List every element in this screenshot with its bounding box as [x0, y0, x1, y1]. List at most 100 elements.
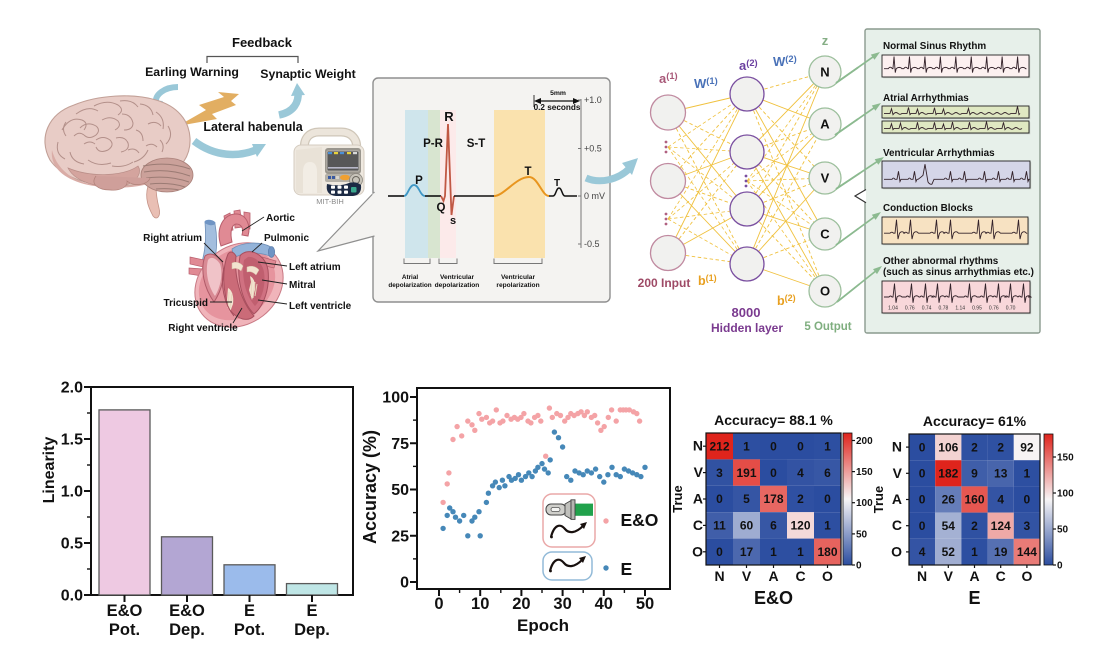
svg-text:Ventricular: Ventricular — [501, 274, 536, 281]
svg-text:0: 0 — [919, 493, 926, 507]
svg-text:Lateral habenula: Lateral habenula — [203, 120, 303, 134]
svg-text:0.5: 0.5 — [61, 536, 83, 553]
svg-text:150: 150 — [856, 467, 873, 478]
svg-text:0: 0 — [400, 575, 409, 592]
svg-text:1: 1 — [971, 545, 978, 559]
svg-text:1.04: 1.04 — [888, 306, 898, 312]
svg-text:Conduction Blocks: Conduction Blocks — [883, 203, 973, 214]
svg-text:S-T: S-T — [467, 138, 486, 150]
svg-text:C: C — [693, 517, 703, 533]
svg-text:O: O — [1021, 568, 1032, 584]
svg-text:1.14: 1.14 — [955, 306, 965, 312]
svg-text:N: N — [693, 438, 703, 454]
svg-text:T: T — [554, 178, 560, 189]
svg-text:Epoch: Epoch — [517, 616, 569, 635]
svg-text:40: 40 — [595, 595, 613, 613]
svg-text:0: 0 — [919, 440, 926, 454]
svg-text:Other abnormal rhythms: Other abnormal rhythms — [883, 256, 999, 267]
svg-text:0.76: 0.76 — [905, 306, 915, 312]
svg-text:V: V — [944, 568, 954, 584]
svg-text:O: O — [891, 543, 902, 559]
svg-text:0: 0 — [919, 467, 926, 481]
svg-text:0: 0 — [716, 545, 723, 559]
svg-text:A: A — [768, 568, 778, 584]
svg-text:P: P — [415, 175, 423, 187]
svg-text:1: 1 — [743, 439, 750, 453]
svg-text:10: 10 — [471, 595, 489, 613]
svg-text:C: C — [996, 568, 1006, 584]
svg-text:200 Input: 200 Input — [638, 276, 691, 290]
svg-text:Pot.: Pot. — [109, 621, 140, 639]
svg-text:144: 144 — [1017, 545, 1037, 559]
svg-text:W(1): W(1) — [694, 76, 718, 91]
svg-text:120: 120 — [790, 519, 810, 533]
svg-text:6: 6 — [770, 519, 777, 533]
svg-text:124: 124 — [991, 519, 1011, 533]
svg-text:N: N — [892, 439, 902, 455]
svg-text:N: N — [917, 568, 927, 584]
svg-text:160: 160 — [964, 493, 984, 507]
svg-text:100: 100 — [856, 498, 873, 509]
svg-text:3: 3 — [1024, 519, 1031, 533]
svg-text:-0.5: -0.5 — [584, 239, 600, 249]
svg-text:2: 2 — [971, 440, 978, 454]
svg-text:Mitral: Mitral — [289, 280, 316, 291]
svg-text:4: 4 — [997, 493, 1004, 507]
svg-text:0: 0 — [770, 439, 777, 453]
svg-text:9: 9 — [971, 467, 978, 481]
svg-text:2: 2 — [797, 492, 804, 506]
svg-text:1: 1 — [824, 519, 831, 533]
svg-text:s: s — [450, 215, 456, 227]
svg-text:0.76: 0.76 — [989, 306, 999, 312]
svg-text:E: E — [968, 588, 980, 608]
svg-text:1: 1 — [797, 545, 804, 559]
svg-text:0: 0 — [434, 595, 443, 613]
svg-text:20: 20 — [512, 595, 530, 613]
svg-text:0.70: 0.70 — [1006, 306, 1016, 312]
svg-text:V: V — [893, 465, 903, 481]
svg-text:V: V — [742, 568, 752, 584]
svg-text:Hidden layer: Hidden layer — [711, 321, 783, 335]
svg-text:0: 0 — [770, 466, 777, 480]
svg-text:0 mV: 0 mV — [584, 191, 605, 201]
svg-text:182: 182 — [938, 467, 958, 481]
svg-text:Accuracy (%): Accuracy (%) — [360, 430, 380, 544]
svg-text:E: E — [621, 559, 633, 579]
svg-text:O: O — [820, 284, 830, 299]
svg-text:212: 212 — [709, 439, 729, 453]
svg-text:E: E — [244, 602, 255, 620]
svg-text:A: A — [693, 491, 703, 507]
svg-text:Atrial Arrhythmias: Atrial Arrhythmias — [883, 93, 969, 104]
svg-text:Dep.: Dep. — [169, 621, 205, 639]
svg-text:50: 50 — [1057, 525, 1069, 536]
svg-text:Pot.: Pot. — [234, 621, 265, 639]
svg-text:150: 150 — [1057, 453, 1074, 464]
svg-text:C: C — [892, 517, 902, 533]
svg-text:50: 50 — [391, 482, 409, 499]
svg-text:54: 54 — [942, 519, 956, 533]
svg-text:4: 4 — [919, 545, 926, 559]
svg-text:Aortic: Aortic — [266, 213, 295, 224]
svg-text:depolarization: depolarization — [388, 282, 431, 289]
svg-text:5 Output: 5 Output — [804, 321, 851, 333]
svg-text:0.2 seconds: 0.2 seconds — [534, 103, 581, 112]
svg-text:W(2): W(2) — [773, 54, 797, 69]
svg-text:a(2): a(2) — [739, 58, 758, 73]
svg-text:E: E — [306, 602, 317, 620]
svg-text:Ventricular: Ventricular — [440, 274, 475, 281]
svg-text:1.0: 1.0 — [61, 484, 83, 501]
svg-text:180: 180 — [817, 545, 837, 559]
svg-text:Accuracy= 88.1 %: Accuracy= 88.1 % — [714, 412, 833, 428]
svg-text:T: T — [524, 166, 531, 178]
svg-text:191: 191 — [736, 466, 756, 480]
svg-text:1: 1 — [824, 439, 831, 453]
svg-text:a(1): a(1) — [659, 71, 678, 86]
svg-text:4: 4 — [797, 466, 804, 480]
svg-text:C: C — [795, 568, 805, 584]
svg-text:A: A — [820, 117, 830, 132]
svg-text:5: 5 — [743, 492, 750, 506]
svg-text:0: 0 — [919, 519, 926, 533]
svg-text:N: N — [714, 568, 724, 584]
svg-text:0.95: 0.95 — [972, 306, 982, 312]
svg-text:0: 0 — [1024, 493, 1031, 507]
